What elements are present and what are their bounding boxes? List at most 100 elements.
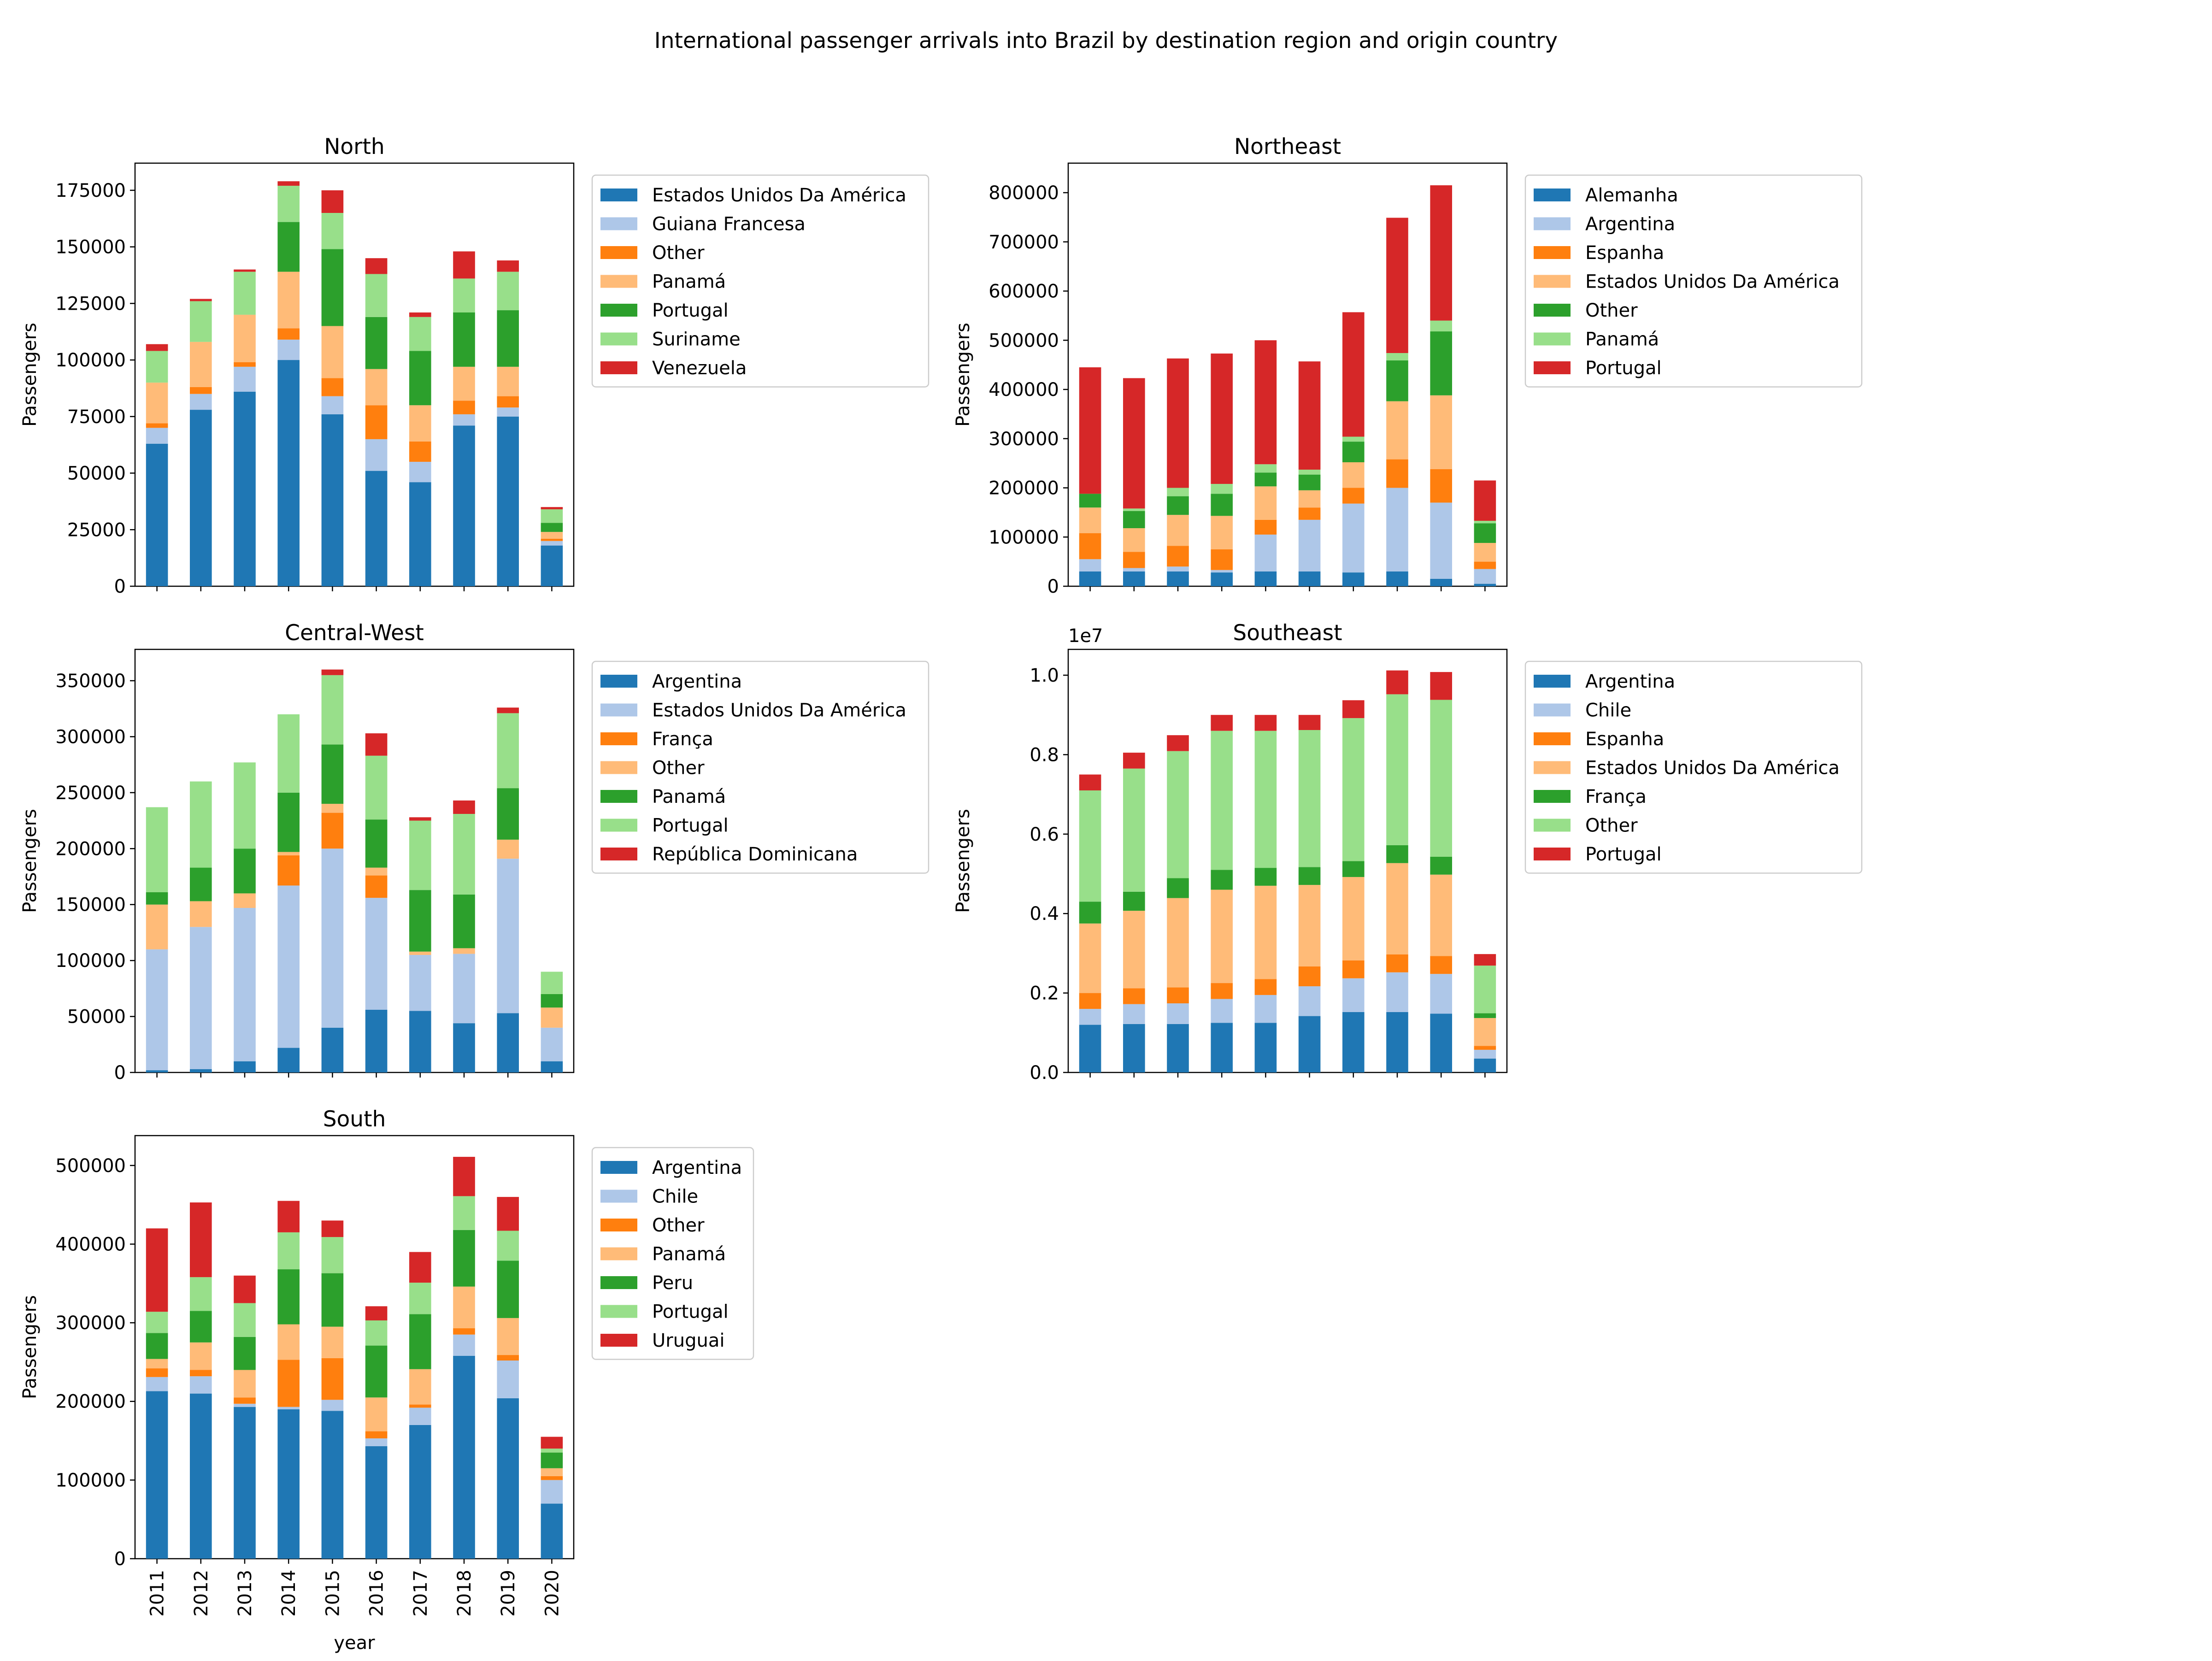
bar-southeast-argentina-2015 — [1254, 1023, 1277, 1072]
legend-label: Other — [1585, 815, 1638, 836]
bar-southeast-estados-unidos-da-america-2016 — [1298, 885, 1321, 966]
y-axis-label: Passengers — [953, 323, 974, 427]
bar-central-west-estados-unidos-da-america-2019 — [497, 859, 519, 1013]
bar-north-other-2018 — [453, 401, 475, 414]
y-tick-label: 400000 — [988, 379, 1059, 401]
bar-northeast-panama-2020 — [1474, 521, 1496, 524]
bar-central-west-estados-unidos-da-america-2016 — [365, 898, 388, 1010]
y-tick-label: 300000 — [55, 1313, 126, 1334]
y-tick-label: 1.0 — [1030, 665, 1059, 686]
legend-swatch — [600, 790, 637, 803]
bar-south-chile-2017 — [409, 1408, 431, 1425]
bar-northeast-panama-2014 — [1211, 483, 1233, 494]
bar-southeast-franca-2013 — [1167, 878, 1189, 898]
legend-label: Estados Unidos Da América — [652, 185, 906, 206]
bar-central-west-republica-dominicana-2018 — [453, 800, 475, 814]
y-tick-label: 500000 — [988, 330, 1059, 351]
panel-title: South — [323, 1107, 386, 1132]
bar-southeast-espanha-2012 — [1123, 988, 1145, 1004]
legend-swatch — [1534, 332, 1571, 346]
bar-northeast-panama-2019 — [1430, 320, 1452, 332]
bar-northeast-portugal-2015 — [1254, 340, 1277, 465]
legend-label: Argentina — [652, 1157, 742, 1178]
bar-northeast-argentina-2011 — [1079, 559, 1101, 571]
legend-label: Portugal — [652, 815, 729, 836]
bar-north-portugal-2014 — [277, 222, 300, 272]
bar-north-suriname-2019 — [497, 271, 519, 311]
bar-south-panama-2015 — [321, 1326, 344, 1358]
bar-northeast-portugal-2018 — [1386, 218, 1408, 353]
bar-north-portugal-2018 — [453, 312, 475, 367]
bar-northeast-espanha-2013 — [1167, 546, 1189, 567]
bar-north-estados-unidos-da-america-2013 — [234, 391, 256, 586]
bar-north-panama-2017 — [409, 405, 431, 442]
legend-swatch — [600, 246, 637, 259]
legend-swatch — [1534, 819, 1571, 832]
bar-central-west-republica-dominicana-2019 — [497, 707, 519, 713]
bar-northeast-other-2012 — [1123, 511, 1145, 529]
bar-south-argentina-2013 — [234, 1407, 256, 1559]
legend-swatch — [600, 1247, 637, 1260]
bar-southeast-espanha-2014 — [1211, 983, 1233, 999]
y-tick-label: 700000 — [988, 232, 1059, 253]
panel-title: North — [324, 134, 384, 159]
legend-swatch — [600, 761, 637, 774]
y-tick-label: 0.0 — [1030, 1062, 1059, 1084]
bar-south-chile-2012 — [190, 1376, 212, 1394]
y-tick-label: 250000 — [55, 783, 126, 804]
bar-northeast-panama-2018 — [1386, 353, 1408, 361]
bar-north-venezuela-2020 — [541, 507, 563, 510]
bar-northeast-estados-unidos-da-america-2019 — [1430, 395, 1452, 469]
legend-box — [591, 174, 930, 388]
bar-south-panama-2017 — [409, 1369, 431, 1405]
bar-northeast-other-2018 — [1386, 360, 1408, 401]
x-tick-label: 2011 — [147, 1570, 168, 1617]
bar-southeast-portugal-2013 — [1167, 735, 1189, 751]
x-tick-label: 2013 — [235, 1570, 256, 1617]
bar-central-west-portugal-2019 — [497, 713, 519, 789]
figure-title: International passenger arrivals into Br… — [654, 28, 1558, 53]
bar-northeast-argentina-2019 — [1430, 502, 1452, 579]
bar-north-estados-unidos-da-america-2011 — [146, 443, 168, 586]
bar-north-other-2019 — [497, 396, 519, 408]
y-tick-label: 200000 — [55, 838, 126, 860]
bar-southeast-espanha-2019 — [1430, 956, 1452, 974]
bar-southeast-espanha-2018 — [1386, 954, 1408, 972]
bar-north-suriname-2011 — [146, 351, 168, 383]
bar-central-west-panama-2016 — [365, 819, 388, 868]
bar-south-chile-2011 — [146, 1377, 168, 1391]
bar-southeast-argentina-2013 — [1167, 1024, 1189, 1072]
legend-label: Argentina — [1585, 671, 1675, 692]
bar-southeast-portugal-2019 — [1430, 672, 1452, 700]
bar-central-west-portugal-2014 — [277, 714, 300, 793]
bar-southeast-argentina-2018 — [1386, 1012, 1408, 1072]
bar-central-west-franca-2016 — [365, 875, 388, 898]
bar-south-portugal-2014 — [277, 1232, 300, 1270]
legend-label: Venezuela — [652, 358, 747, 379]
bar-northeast-portugal-2011 — [1079, 367, 1101, 494]
panel-title: Northeast — [1234, 134, 1341, 159]
legend-label: República Dominicana — [652, 844, 858, 865]
legend-label: Other — [652, 242, 705, 264]
bar-southeast-espanha-2013 — [1167, 987, 1189, 1004]
legend-box — [1524, 660, 1863, 874]
bar-southeast-portugal-2011 — [1079, 774, 1101, 790]
legend-label: França — [1585, 786, 1647, 807]
y-tick-label: 800000 — [988, 183, 1059, 204]
bar-south-argentina-2020 — [541, 1503, 563, 1559]
bar-southeast-portugal-2014 — [1211, 715, 1233, 731]
bar-south-argentina-2018 — [453, 1355, 475, 1559]
y-tick-label: 0.4 — [1030, 903, 1059, 925]
bar-northeast-espanha-2012 — [1123, 552, 1145, 568]
bar-south-panama-2013 — [234, 1370, 256, 1398]
bar-south-argentina-2012 — [190, 1393, 212, 1559]
bar-north-venezuela-2019 — [497, 260, 519, 272]
bar-northeast-other-2015 — [1254, 472, 1277, 487]
y-tick-label: 0.6 — [1030, 824, 1059, 845]
legend-swatch — [600, 848, 637, 860]
bar-northeast-other-2011 — [1079, 494, 1101, 508]
bar-northeast-argentina-2012 — [1123, 568, 1145, 571]
bar-northeast-estados-unidos-da-america-2015 — [1254, 486, 1277, 520]
bar-northeast-estados-unidos-da-america-2016 — [1298, 490, 1321, 508]
bar-south-uruguai-2014 — [277, 1201, 300, 1232]
